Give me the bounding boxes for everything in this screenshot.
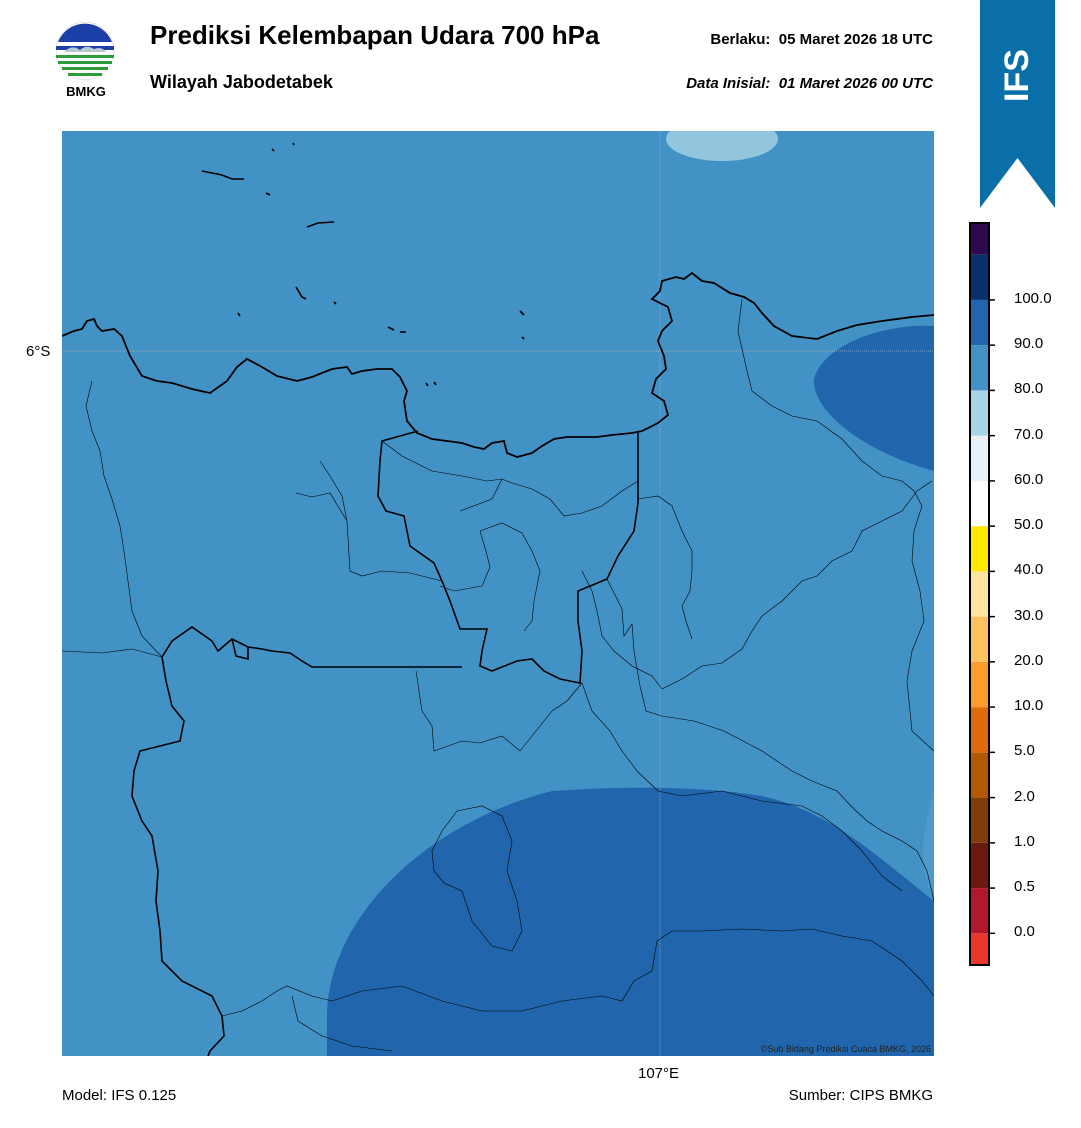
source-label: Sumber: CIPS BMKG	[788, 1087, 933, 1104]
colorbar	[969, 222, 995, 966]
colorbar-segment	[970, 616, 989, 662]
colorbar-tick-label: 50.0	[1014, 516, 1044, 534]
colorbar-segment	[970, 707, 989, 753]
colorbar-tick-label: 20.0	[1014, 651, 1044, 669]
colorbar-segment	[970, 480, 989, 527]
colorbar-tick-label: 30.0	[1014, 606, 1044, 624]
longitude-label: 107°E	[638, 1065, 680, 1082]
colorbar-tick-label: 90.0	[1014, 335, 1044, 353]
thousand-islands	[201, 142, 525, 387]
initial-value: 01 Maret 2026 00 UTC	[778, 75, 933, 92]
ifs-ribbon-icon	[980, 0, 1055, 208]
valid-value: 05 Maret 2026 18 UTC	[778, 31, 933, 48]
lower-humidity-patch	[666, 131, 778, 161]
colorbar-segment	[970, 661, 989, 708]
initial-time: Data Inisial: 01 Maret 2026 00 UTC	[686, 75, 933, 92]
colorbar-segment	[970, 526, 989, 572]
valid-time: Berlaku: 05 Maret 2026 18 UTC	[710, 31, 933, 48]
model-label: Model: IFS 0.125	[62, 1087, 177, 1104]
colorbar-tick-label: 0.5	[1014, 878, 1035, 896]
province-boundary	[377, 430, 639, 684]
colorbar-segment	[970, 299, 989, 346]
colorbar-tick-label: 5.0	[1014, 742, 1035, 760]
valid-label: Berlaku:	[710, 31, 771, 48]
bmkg-logo-icon	[55, 21, 115, 81]
colorbar-tick-label: 70.0	[1014, 425, 1044, 443]
colorbar-segment	[970, 752, 989, 798]
humidity-map	[62, 131, 934, 1056]
colorbar-segment	[970, 223, 989, 255]
district-boundaries	[62, 298, 934, 1052]
coastline	[62, 271, 934, 458]
initial-label: Data Inisial:	[686, 75, 771, 92]
colorbar-segment	[970, 435, 989, 481]
colorbar-segment	[970, 933, 989, 965]
high-humidity-patch-south	[327, 787, 934, 1056]
colorbar-segment	[970, 345, 989, 391]
colorbar-tick-label: 1.0	[1014, 832, 1035, 850]
colorbar-tick-label: 0.0	[1014, 923, 1035, 941]
ribbon-label: IFS	[998, 48, 1036, 102]
page-title: Prediksi Kelembapan Udara 700 hPa	[150, 20, 600, 50]
colorbar-segment	[970, 888, 989, 934]
province-boundary	[161, 626, 462, 668]
colorbar-tick-label: 2.0	[1014, 787, 1035, 805]
colorbar-tick-label: 80.0	[1014, 380, 1044, 398]
colorbar-tick-label: 40.0	[1014, 561, 1044, 579]
colorbar-segment	[970, 797, 989, 843]
latitude-label: 6°S	[26, 343, 51, 360]
colorbar-tick-label: 60.0	[1014, 470, 1044, 488]
province-boundary	[231, 638, 249, 661]
high-humidity-patch-east	[813, 325, 934, 471]
colorbar-tick-label: 10.0	[1014, 697, 1044, 715]
map-credit: ©Sub Bidang Prediksi Cuaca BMKG, 2026	[760, 1044, 931, 1054]
colorbar-tick-label: 100.0	[1014, 289, 1052, 307]
logo-text: BMKG	[66, 84, 106, 99]
colorbar-segment	[970, 571, 989, 617]
province-boundary	[131, 656, 225, 1056]
colorbar-segment	[970, 842, 989, 889]
page-subtitle: Wilayah Jabodetabek	[150, 72, 333, 92]
colorbar-segment	[970, 254, 989, 300]
colorbar-segment	[970, 390, 989, 436]
